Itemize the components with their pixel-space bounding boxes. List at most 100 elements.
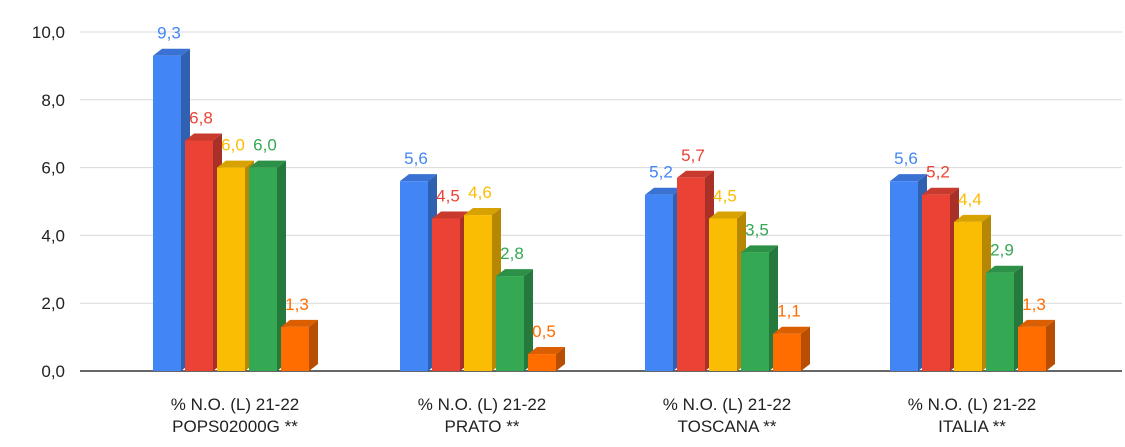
bar-front [1018, 326, 1046, 371]
bar [890, 174, 927, 371]
bar-front [464, 215, 492, 371]
bar-front [741, 252, 769, 371]
bar-side [801, 326, 810, 371]
bar-top [645, 187, 682, 195]
data-label: 6,0 [221, 136, 245, 155]
bar [217, 160, 254, 371]
bar [645, 187, 682, 371]
x-tick-label: PRATO ** [445, 417, 520, 436]
x-tick-label: % N.O. (L) 21-22 [418, 395, 547, 414]
y-tick-label: 2,0 [41, 294, 65, 313]
x-axis-ticks: % N.O. (L) 21-22 POPS02000G ** % N.O. (L) … [171, 395, 1037, 436]
data-label: 5,2 [649, 163, 673, 182]
bar-top [185, 133, 222, 141]
bar [709, 211, 746, 371]
x-tick-label: % N.O. (L) 21-22 [171, 395, 300, 414]
y-tick-label: 6,0 [41, 159, 65, 178]
x-tick-label: POPS02000G ** [172, 417, 298, 436]
bar [528, 347, 565, 371]
bar-top [709, 211, 746, 219]
bar-front [645, 194, 673, 371]
bar-side [309, 319, 318, 371]
data-label: 0,5 [532, 322, 556, 341]
bar-front [400, 181, 428, 371]
data-label: 3,5 [745, 220, 769, 239]
bar-top [249, 160, 286, 168]
bar-front [890, 181, 918, 371]
bar [496, 269, 533, 371]
y-tick-label: 8,0 [41, 91, 65, 110]
data-label: 5,6 [894, 149, 918, 168]
data-label: 4,6 [468, 183, 492, 202]
bar [185, 133, 222, 371]
data-label: 5,2 [926, 163, 950, 182]
bar-top [954, 214, 991, 222]
bar-top [922, 187, 959, 195]
x-tick-label: % N.O. (L) 21-22 [908, 395, 1037, 414]
data-labels: 9,3 6,8 6,0 6,0 1,3 5,6 4,5 4,6 2,8 0,5 5,2 5,7 4,5 3… [157, 24, 1046, 341]
bar-top [432, 211, 469, 219]
bar [922, 187, 959, 371]
bar-front [954, 221, 982, 371]
bar-front [677, 177, 705, 371]
bar-top [773, 326, 810, 334]
bar [281, 319, 318, 371]
bar [400, 174, 437, 371]
data-label: 4,5 [436, 186, 460, 205]
y-tick-label: 4,0 [41, 226, 65, 245]
bar-side [1046, 319, 1055, 371]
data-label: 6,0 [253, 136, 277, 155]
bar-top [986, 265, 1023, 273]
bar [249, 160, 286, 371]
bar [741, 245, 778, 371]
bar [677, 170, 714, 371]
bar-front [153, 55, 181, 371]
bar-front [217, 167, 245, 371]
y-tick-label: 0,0 [41, 362, 65, 381]
data-label: 6,8 [189, 108, 213, 127]
bar-front [528, 354, 556, 371]
y-axis-ticks: 0,0 2,0 4,0 6,0 8,0 10,0 [32, 23, 65, 381]
bar-side [524, 269, 533, 371]
bar-front [773, 333, 801, 371]
bars [153, 48, 1055, 371]
data-label: 2,8 [500, 244, 524, 263]
bar-top [464, 208, 501, 216]
bar-top [677, 170, 714, 178]
bar-top [217, 160, 254, 168]
bar-side [556, 347, 565, 371]
data-label: 4,5 [713, 186, 737, 205]
bar-front [709, 218, 737, 371]
bar-front [922, 194, 950, 371]
bar-side [277, 160, 286, 371]
bar [153, 48, 190, 371]
data-label: 5,7 [681, 146, 705, 165]
data-label: 1,3 [285, 295, 309, 314]
data-label: 1,3 [1022, 295, 1046, 314]
x-tick-label: ITALIA ** [938, 417, 1006, 436]
bar-top [400, 174, 437, 182]
y-tick-label: 10,0 [32, 23, 65, 42]
data-label: 1,1 [777, 302, 801, 321]
bar-front [432, 218, 460, 371]
bar-front [986, 272, 1014, 371]
data-label: 9,3 [157, 24, 181, 43]
bar [1018, 319, 1055, 371]
bar-top [1018, 319, 1055, 327]
bar-top [890, 174, 927, 182]
bar-front [185, 140, 213, 371]
data-label: 4,4 [958, 190, 982, 209]
bar [464, 208, 501, 371]
x-tick-label: % N.O. (L) 21-22 [663, 395, 792, 414]
bar-top [528, 347, 565, 355]
bar-top [281, 319, 318, 327]
bar-front [496, 276, 524, 371]
data-label: 2,9 [990, 241, 1014, 260]
data-label: 5,6 [404, 149, 428, 168]
bar-top [496, 269, 533, 277]
bar [432, 211, 469, 371]
bar-front [281, 326, 309, 371]
bar [986, 265, 1023, 371]
x-tick-label: TOSCANA ** [678, 417, 777, 436]
